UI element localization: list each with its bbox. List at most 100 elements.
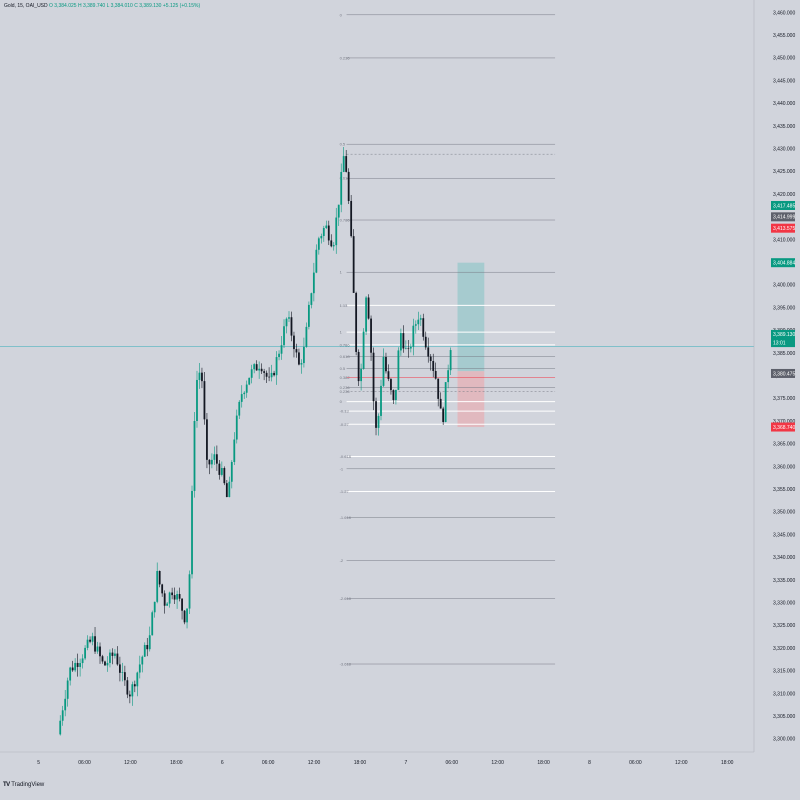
fib-level-label: -1.27 [340,489,350,494]
candle-body [412,325,415,347]
candle-body [275,357,278,376]
fib-level-label: 0.5 [340,366,346,371]
candle-body [260,368,263,372]
candle-body [156,570,159,602]
price-badge-label: 3,404.884 [773,260,795,266]
candle-body [402,333,405,349]
candle-body [176,594,178,600]
price-axis-tick-label: 3,430.000 [773,147,795,153]
candle-body [437,378,440,399]
candle-body [114,653,116,656]
candle-body [407,348,410,349]
candle-body [81,658,84,664]
price-badge-label: 3,417.485 [773,203,795,209]
candle-body [99,646,101,657]
position-stop-zone[interactable] [457,371,485,428]
candle-body [332,245,335,247]
candle-body [91,636,94,642]
price-axis-tick-label: 3,440.000 [773,101,795,107]
candle-body [168,592,171,604]
time-axis-tick-label: 8 [588,760,591,766]
time-axis-tick-label: 18:00 [537,760,550,766]
candle-body [370,318,372,353]
time-axis-tick-label: 12:00 [308,760,321,766]
candle-body [429,356,432,362]
candle-body [342,156,345,172]
fib-level-label: -0.27 [340,422,350,427]
candle-body [121,672,124,673]
fib-level-label: 0.5 [340,142,346,147]
time-axis-tick-label: 12:00 [491,760,504,766]
candle-body [61,710,64,721]
candle-body [417,319,420,325]
price-badge [771,200,795,210]
time-axis-tick-label: 06:00 [262,760,275,766]
price-badge [771,258,795,268]
candle-body [225,483,228,498]
candle-body [300,363,303,365]
price-axis-tick-label: 3,300.000 [773,737,795,743]
candle-body [432,361,435,371]
candle-body [350,200,353,237]
candle-body [148,635,151,650]
candle-body [298,352,300,365]
candle-body [387,371,390,380]
fib-level-label: -3.618 [340,662,352,667]
candle-body [193,421,196,491]
candle-body [66,680,69,699]
candle-body [136,672,139,687]
price-badge [771,368,795,378]
candle-body [240,394,243,402]
candle-body [285,318,288,327]
candle-body [96,646,99,652]
candle-body [166,603,169,606]
position-target-zone[interactable] [457,262,485,372]
price-axis-tick-label: 3,370.000 [773,419,795,425]
candle-body [293,335,295,350]
price-axis-tick-label: 3,360.000 [773,464,795,470]
price-axis-tick-label: 3,460.000 [773,10,795,16]
candle-body [404,348,407,349]
candle-body [161,584,164,594]
fib-level-label: 0.618 [340,176,351,181]
candle-body [101,656,104,662]
price-axis-tick-label: 3,340.000 [773,555,795,561]
price-axis-tick-label: 3,345.000 [773,532,795,538]
candle-body [203,381,206,420]
candle-body [427,347,430,357]
candle-body [126,680,129,695]
candle-body [444,382,447,423]
time-axis-tick-label: 5 [37,760,40,766]
fib-level-label: -0.13 [340,409,350,414]
candle-body [131,684,134,697]
candle-body [424,336,427,348]
high-value: H 3,389.740 [77,3,106,9]
candle-body [337,204,340,218]
price-axis-tick-label: 3,435.000 [773,124,795,130]
candle-body [375,401,377,428]
candle-body [340,171,343,205]
price-badge-label: 3,414.999 [773,215,795,221]
candle-body [327,225,330,241]
candle-body [69,667,72,681]
candle-body [64,698,67,711]
candle-body [367,297,370,319]
symbol-label[interactable]: Gold, 15, OAI_USD [4,3,48,9]
candle-body [218,463,221,475]
candle-body [303,346,305,364]
tradingview-footer[interactable]: TV TradingView [3,782,44,788]
time-axis-tick-label: 18:00 [721,760,734,766]
candle-body [151,612,154,636]
candle-body [312,272,315,294]
candle-body [422,318,425,337]
candle-body [442,408,445,423]
fib-level-label: 1 [340,330,343,335]
candle-body [307,304,310,327]
price-axis-tick-label: 3,420.000 [773,192,795,198]
candle-body [265,372,268,377]
fib-level-label: 0.236 [340,389,351,394]
candle-body [268,376,270,378]
candle-body [208,459,211,465]
candle-body [335,217,338,246]
